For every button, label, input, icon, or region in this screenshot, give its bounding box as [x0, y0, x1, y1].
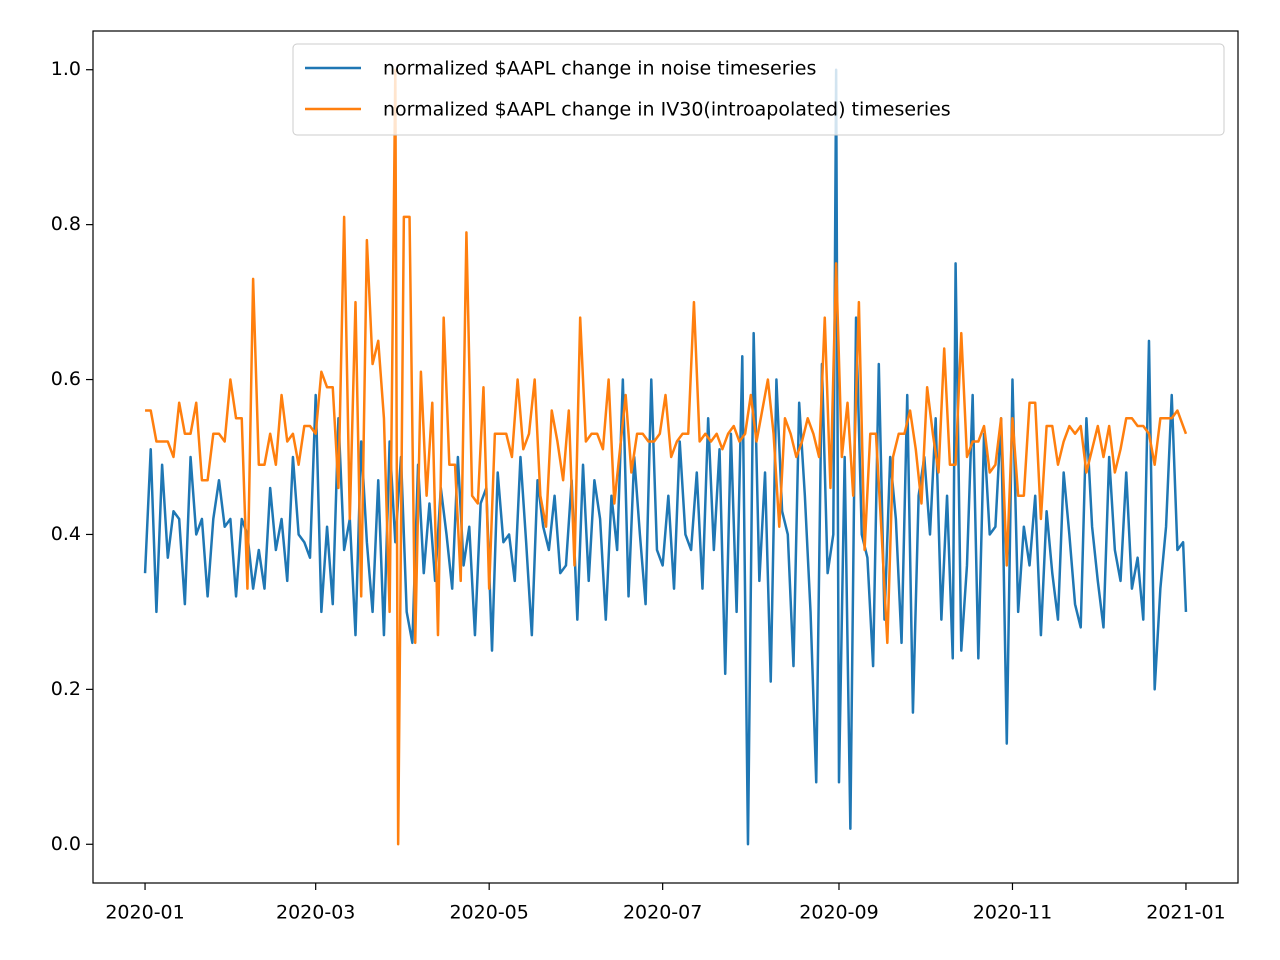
legend-label: normalized $AAPL change in noise timeser… [383, 58, 816, 80]
x-tick-label: 2020-01 [105, 902, 184, 924]
x-tick-label: 2021-01 [1146, 902, 1225, 924]
legend-label: normalized $AAPL change in IV30(introapo… [383, 99, 951, 121]
series-line [145, 68, 1188, 846]
series-line [143, 68, 1188, 846]
x-tick-label: 2020-03 [276, 902, 355, 924]
y-tick-label: 0.6 [51, 368, 81, 390]
y-tick-label: 0.4 [51, 523, 81, 545]
y-tick-label: 0.2 [51, 678, 81, 700]
x-tick-label: 2020-09 [799, 902, 878, 924]
y-tick-label: 0.0 [51, 833, 81, 855]
y-tick-label: 1.0 [51, 58, 81, 80]
x-tick-label: 2020-05 [449, 902, 528, 924]
x-tick-label: 2020-07 [623, 902, 702, 924]
plot-frame [92, 30, 1239, 884]
y-tick-label: 0.8 [51, 213, 81, 235]
legend: normalized $AAPL change in noise timeser… [292, 43, 1225, 136]
x-tick-label: 2020-11 [973, 902, 1052, 924]
legend-box [292, 43, 1225, 136]
